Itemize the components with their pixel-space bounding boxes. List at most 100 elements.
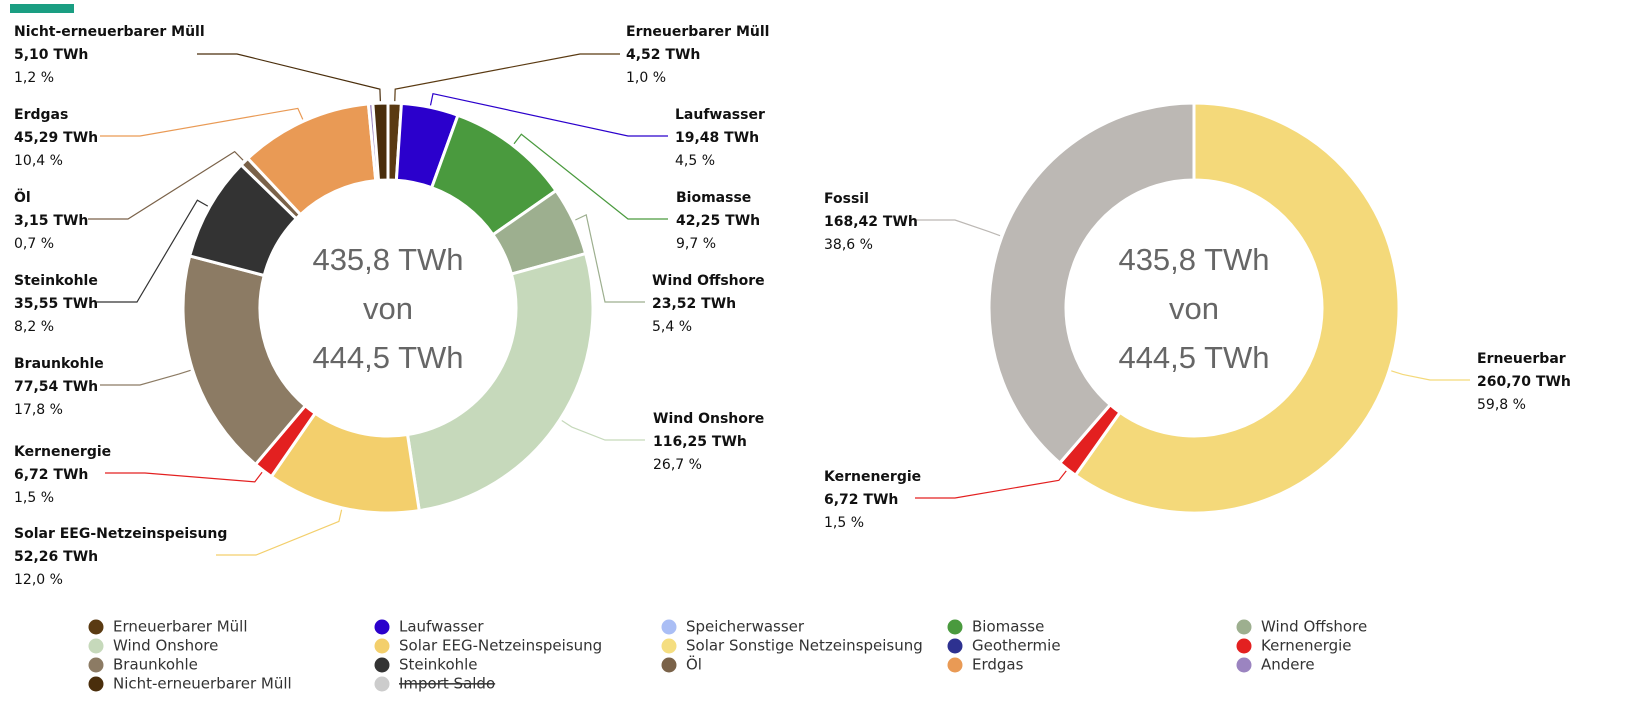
slice-label-percent: 4,5 % [675,153,715,169]
legend-item[interactable]: Braunkohle [88,656,198,674]
center-text: 444,5 TWh [1118,340,1269,375]
pie-slice [405,251,595,513]
leader-line [88,150,244,220]
slice-label-percent: 0,7 % [14,236,54,252]
legend-marker [1236,619,1252,635]
legend-label: Öl [686,655,702,674]
slice-label-name: Öl [14,188,31,206]
slice-label-value: 77,54 TWh [14,379,98,395]
legend-label: Geothermie [972,637,1061,655]
legend-item[interactable]: Biomasse [947,618,1045,636]
slice-label-name: Erneuerbarer Müll [626,24,769,40]
legend-marker [661,638,677,654]
slice-label-name: Nicht-erneuerbarer Müll [14,24,205,40]
leader-line [100,369,191,386]
leader-line [429,92,668,137]
slice-label-name: Laufwasser [675,107,765,123]
slice-label-percent: 26,7 % [653,457,702,473]
legend-item[interactable]: Nicht-erneuerbarer Müll [88,675,292,693]
legend-label: Braunkohle [113,656,198,674]
leader-line [915,470,1067,499]
leader-line [1391,370,1470,381]
slice-label-value: 260,70 TWh [1477,374,1571,390]
legend-label: Erdgas [972,656,1024,674]
center-text: von [363,291,413,326]
slice-label-value: 5,10 TWh [14,47,88,63]
legend-marker [947,657,963,673]
center-text: 435,8 TWh [312,242,463,277]
legend-marker [88,676,104,692]
legend-item[interactable]: Steinkohle [374,656,478,674]
legend-item[interactable]: Solar Sonstige Netzeinspeisung [661,637,923,655]
slice-label-percent: 5,4 % [652,319,692,335]
legend-marker [374,657,390,673]
slice-label-value: 3,15 TWh [14,213,88,229]
legend-item[interactable]: Solar EEG-Netzeinspeisung [374,637,603,655]
legend-item[interactable]: Erdgas [947,656,1024,674]
slice-label-percent: 1,5 % [824,515,864,531]
leader-line [575,214,645,303]
slice-label-name: Biomasse [676,190,751,206]
legend-label: Andere [1261,656,1315,674]
legend-item[interactable]: Erneuerbarer Müll [88,618,248,636]
legend-label: Solar Sonstige Netzeinspeisung [686,637,923,655]
legend-marker [947,638,963,654]
slice-label-percent: 10,4 % [14,153,63,169]
slice-label-value: 42,25 TWh [676,213,760,229]
leader-line [394,53,620,102]
slice-label-name: Braunkohle [14,356,104,372]
slice-label-name: Wind Onshore [653,411,764,427]
slice-label-percent: 59,8 % [1477,397,1526,413]
center-text: 435,8 TWh [1118,242,1269,277]
legend-label: Wind Onshore [113,637,218,655]
slice-label-value: 45,29 TWh [14,130,98,146]
slice-label-percent: 1,2 % [14,70,54,86]
legend-item[interactable]: Laufwasser [374,618,485,636]
slice-label-name: Steinkohle [14,273,98,289]
legend-item[interactable]: Andere [1236,656,1315,674]
legend-item[interactable]: Import Saldo [374,675,496,693]
slice-label-percent: 17,8 % [14,402,63,418]
legend-marker [88,638,104,654]
legend-label: Kernenergie [1261,637,1352,655]
legend-label: Import Saldo [399,675,495,693]
slice-label-name: Kernenergie [824,469,921,485]
center-text: von [1169,291,1219,326]
slice-label-name: Erdgas [14,107,68,123]
legend-label: Solar EEG-Netzeinspeisung [399,637,602,655]
leader-line [561,420,645,441]
slice-label-percent: 12,0 % [14,572,63,588]
legend-item[interactable]: Wind Onshore [88,637,219,655]
legend-label: Laufwasser [399,618,484,636]
slice-label-value: 23,52 TWh [652,296,736,312]
legend-item[interactable]: Speicherwasser [661,618,805,636]
legend-marker [374,619,390,635]
legend-marker [661,619,677,635]
top-accent [10,4,74,13]
slice-label-value: 6,72 TWh [824,492,898,508]
slice-label-value: 168,42 TWh [824,214,918,230]
legend-item[interactable]: Geothermie [947,637,1061,655]
legend-item[interactable]: Kernenergie [1236,637,1352,655]
leader-line [97,199,209,303]
slice-label-name: Fossil [824,191,869,207]
leader-line [105,471,263,483]
slice-label-value: 4,52 TWh [626,47,700,63]
legend-label: Biomasse [972,618,1044,636]
center-text: 444,5 TWh [312,340,463,375]
slice-label-value: 35,55 TWh [14,296,98,312]
legend-item[interactable]: Öl [661,655,702,674]
leader-line [216,509,343,556]
legend-marker [374,676,390,692]
leader-line [915,219,1001,237]
slice-label-name: Kernenergie [14,444,111,460]
slice-label-value: 116,25 TWh [653,434,747,450]
slice-label-percent: 1,0 % [626,70,666,86]
slice-label-name: Erneuerbar [1477,351,1566,367]
legend-marker [947,619,963,635]
slice-label-percent: 38,6 % [824,237,873,253]
legend-item[interactable]: Wind Offshore [1236,618,1368,636]
legend-label: Nicht-erneuerbarer Müll [113,675,292,693]
slice-label-name: Wind Offshore [652,273,765,289]
